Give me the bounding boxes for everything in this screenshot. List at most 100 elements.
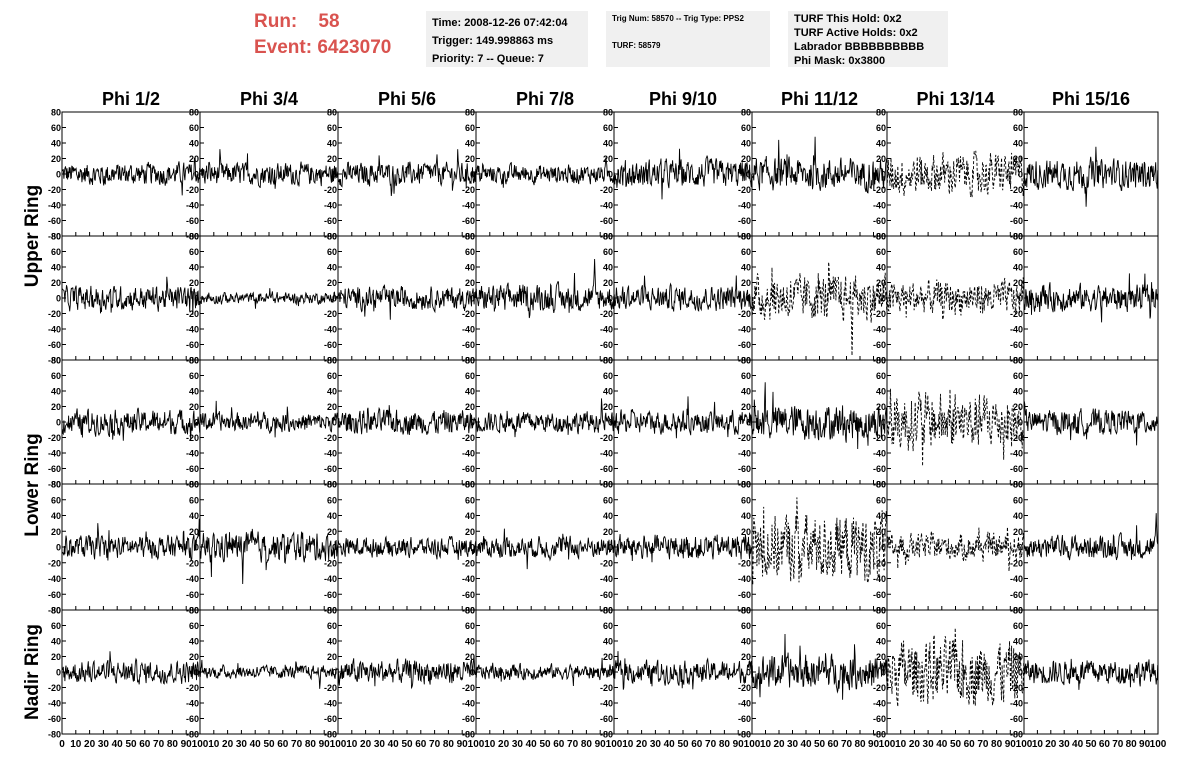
y-tick-label: 0 (1018, 418, 1023, 428)
y-tick-label: -40 (600, 574, 613, 584)
y-tick-label: -60 (186, 590, 199, 600)
waveform-trace (751, 382, 888, 450)
waveform-trace (886, 150, 1025, 198)
labrador-text: Labrador BBBBBBBBBB (794, 41, 925, 53)
x-tick-label: 60 (553, 739, 565, 750)
y-tick-label: -20 (324, 309, 337, 319)
y-tick-label: 40 (876, 263, 886, 273)
y-tick-label: -80 (1010, 730, 1023, 740)
x-tick-label: 20 (84, 739, 96, 750)
turf-active-holds-text: TURF Active Holds: 0x2 (794, 27, 918, 39)
waveform-trace (337, 284, 477, 320)
y-tick-label: 60 (1013, 621, 1023, 631)
y-tick-label: 20 (603, 652, 613, 662)
y-tick-label: 0 (881, 543, 886, 553)
y-tick-label: 60 (741, 621, 751, 631)
y-tick-label: 80 (51, 108, 61, 118)
y-tick-label: 0 (194, 294, 199, 304)
y-tick-label: 20 (741, 278, 751, 288)
y-tick-label: -60 (186, 216, 199, 226)
y-tick-label: -20 (186, 309, 199, 319)
phi-mask-text: Phi Mask: 0x3800 (794, 55, 886, 67)
x-tick-label: 100 (744, 739, 761, 750)
y-tick-label: -40 (738, 201, 751, 211)
y-tick-label: 40 (465, 387, 475, 397)
y-tick-label: 40 (741, 263, 751, 273)
y-tick-label: 60 (465, 621, 475, 631)
y-tick-label: 40 (465, 139, 475, 149)
y-tick-label: -40 (48, 201, 61, 211)
y-tick-label: 60 (51, 123, 61, 133)
y-tick-label: -40 (186, 449, 199, 459)
x-tick-label: 20 (498, 739, 510, 750)
x-tick-label: 70 (1112, 739, 1124, 750)
y-tick-label: -20 (324, 433, 337, 443)
y-tick-label: 80 (603, 108, 613, 118)
y-tick-label: 20 (1013, 154, 1023, 164)
x-tick-label: 60 (964, 739, 976, 750)
x-tick-label: 30 (1059, 739, 1071, 750)
y-tick-label: 40 (603, 387, 613, 397)
y-tick-label: 80 (465, 108, 475, 118)
y-tick-label: 40 (51, 511, 61, 521)
y-tick-label: 0 (470, 170, 475, 180)
x-tick-label: 60 (139, 739, 151, 750)
run-event-block: Run: 58 Event: 6423070 (254, 9, 391, 61)
x-tick-label: 30 (923, 739, 935, 750)
trigger-info-box: Trig Num: 58570 -- Trig Type: PPS2 TURF:… (606, 11, 770, 67)
y-tick-label: -60 (48, 714, 61, 724)
y-tick-label: 80 (741, 232, 751, 242)
y-tick-label: 0 (1018, 543, 1023, 553)
y-tick-label: 60 (327, 123, 337, 133)
y-tick-label: 20 (51, 402, 61, 412)
y-tick-label: -20 (600, 558, 613, 568)
x-tick-label: 10 (346, 739, 358, 750)
y-tick-label: -60 (324, 590, 337, 600)
y-tick-label: 40 (603, 139, 613, 149)
waveform-trace (199, 400, 339, 438)
y-tick-label: 20 (189, 278, 199, 288)
y-tick-label: -80 (48, 606, 61, 616)
panel-frame (613, 609, 753, 735)
y-tick-label: 80 (1013, 108, 1023, 118)
y-tick-label: -60 (324, 340, 337, 350)
column-title: Phi 5/6 (378, 89, 436, 109)
x-tick-label: 100 (879, 739, 896, 750)
time-text: Time: 2008-12-26 07:42:04 (432, 17, 568, 29)
turf-this-hold-text: TURF This Hold: 0x2 (794, 13, 902, 25)
y-tick-label: 40 (51, 139, 61, 149)
y-tick-label: 60 (603, 123, 613, 133)
y-tick-label: 80 (465, 606, 475, 616)
y-tick-label: -40 (462, 325, 475, 335)
y-tick-label: -60 (324, 216, 337, 226)
x-tick-label: 40 (250, 739, 262, 750)
x-tick-label: 10 (208, 739, 220, 750)
y-tick-label: 60 (603, 371, 613, 381)
waveform-trace (1023, 273, 1159, 323)
y-tick-label: 0 (746, 294, 751, 304)
y-tick-label: -40 (48, 574, 61, 584)
y-tick-label: 80 (1013, 480, 1023, 490)
y-tick-label: 60 (603, 247, 613, 257)
waveform-trace (199, 659, 338, 689)
y-tick-label: 20 (603, 278, 613, 288)
y-tick-label: 80 (741, 606, 751, 616)
x-tick-label: 100 (192, 739, 209, 750)
y-tick-label: -60 (186, 464, 199, 474)
y-tick-label: -40 (1010, 574, 1023, 584)
y-tick-label: -20 (48, 185, 61, 195)
y-tick-label: 0 (746, 418, 751, 428)
y-tick-label: 20 (327, 278, 337, 288)
y-tick-label: 20 (465, 527, 475, 537)
waveform-trace (1023, 146, 1159, 207)
x-tick-label: 50 (401, 739, 413, 750)
y-tick-label: 80 (51, 606, 61, 616)
y-tick-label: -20 (462, 309, 475, 319)
x-tick-label: 30 (236, 739, 248, 750)
x-tick-label: 50 (950, 739, 962, 750)
x-tick-label: 40 (936, 739, 948, 750)
y-tick-label: -60 (1010, 590, 1023, 600)
waveform-trace (475, 657, 615, 687)
y-tick-label: 40 (603, 263, 613, 273)
x-tick-label: 90 (319, 739, 331, 750)
